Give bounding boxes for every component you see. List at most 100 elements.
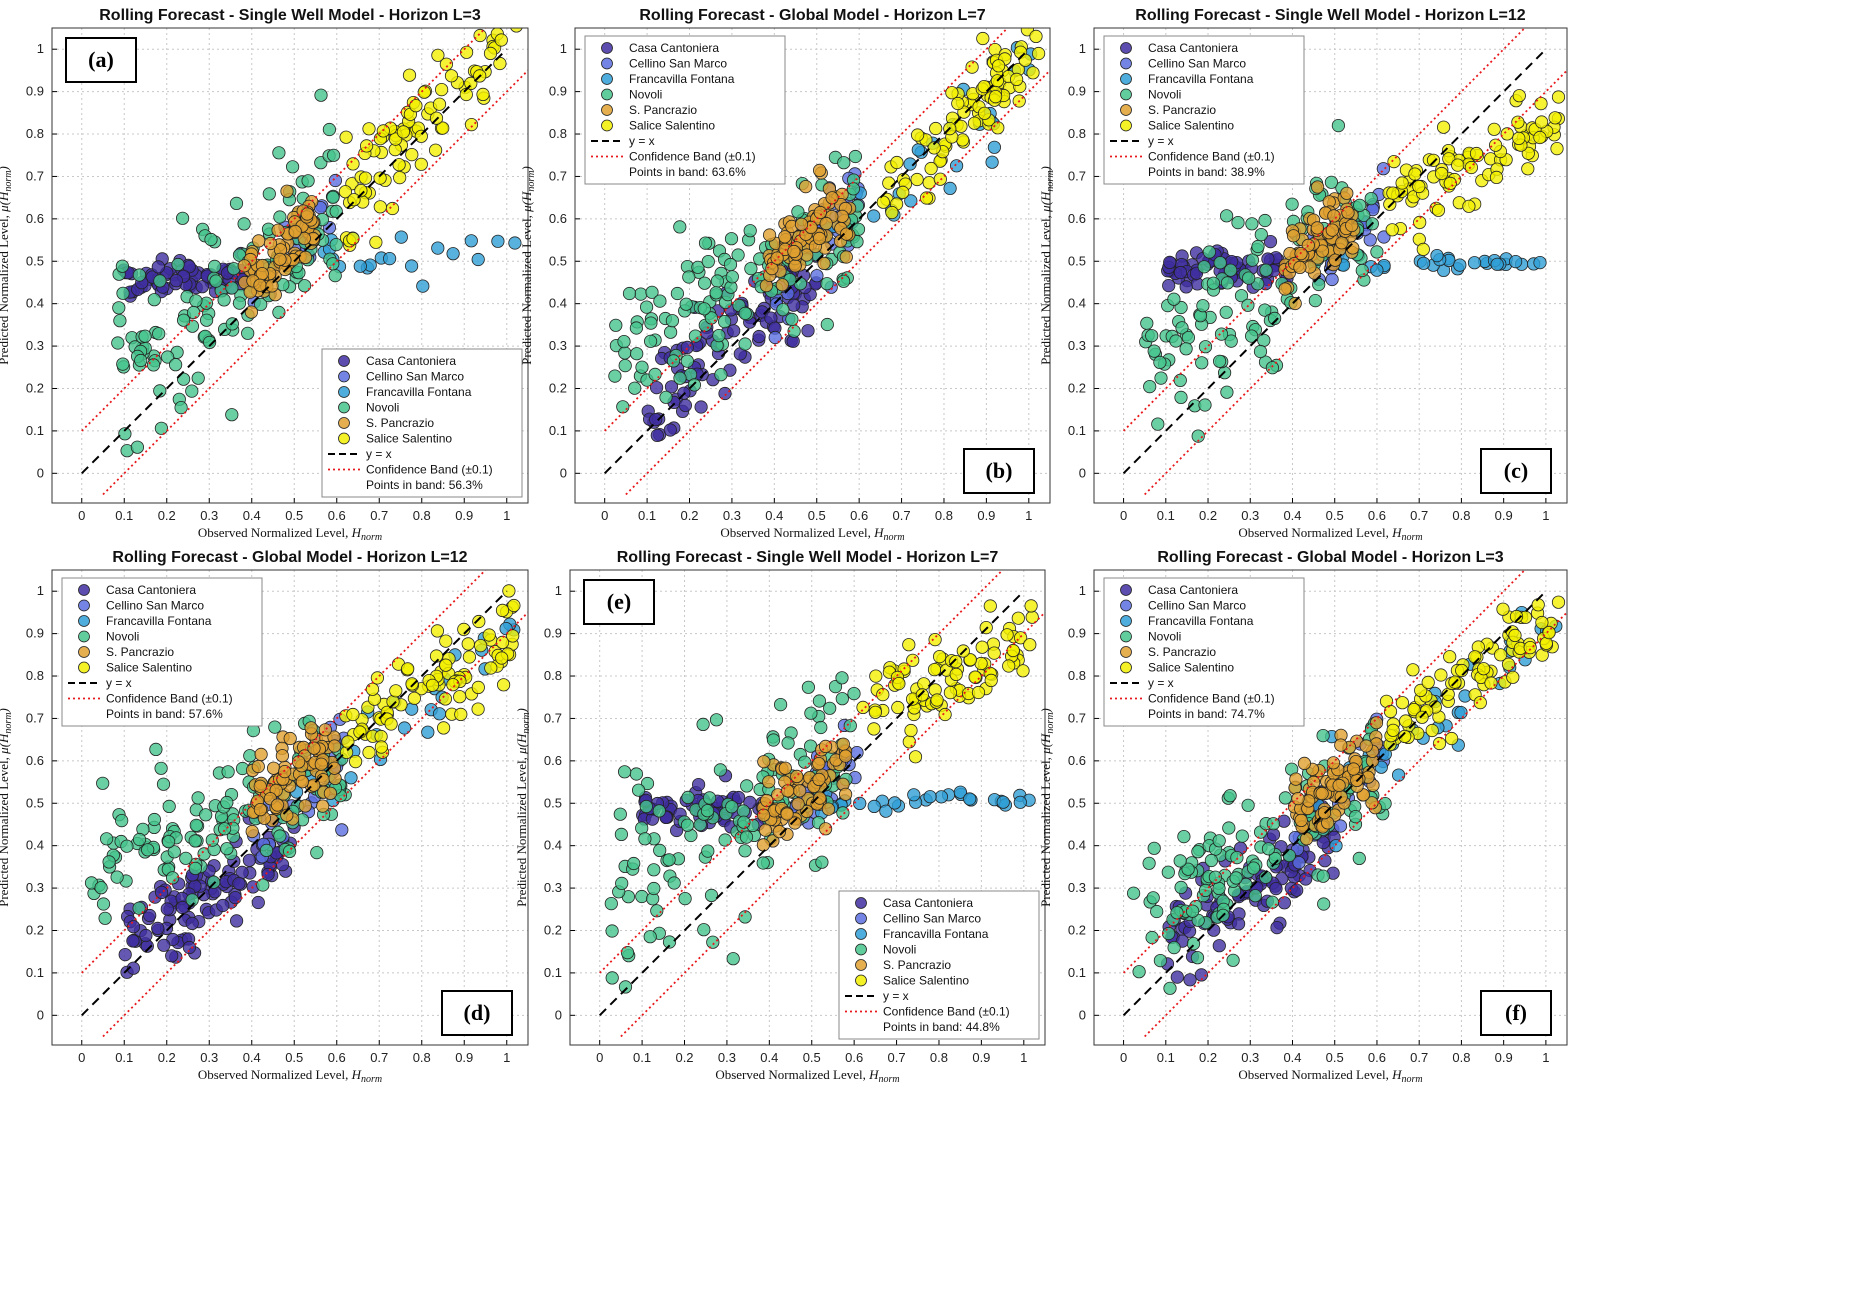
point-salice-salentino (904, 723, 918, 738)
y-tick-label: 1 (1079, 41, 1086, 56)
point-casa-cantoniera (801, 324, 815, 338)
point-salice-salentino (1421, 675, 1435, 690)
point-novoli (1147, 344, 1161, 358)
point-francavilla-fontana (888, 796, 902, 810)
point-salice-salentino (876, 687, 890, 702)
point-novoli (704, 888, 719, 903)
point-s-pancrazio (818, 822, 833, 836)
point-s-pancrazio (800, 804, 814, 819)
point-salice-salentino (1469, 146, 1484, 161)
point-novoli (648, 367, 662, 381)
legend-marker (78, 646, 90, 658)
point-novoli (1352, 851, 1366, 866)
point-salice-salentino (476, 87, 490, 102)
point-casa-cantoniera (752, 329, 766, 344)
point-novoli (273, 829, 287, 843)
legend: Casa Cantoniera Cellino San MarcoFrancavi… (321, 348, 523, 498)
x-tick-label: 0 (1120, 1050, 1127, 1065)
scatter-points (608, 28, 1046, 442)
point-novoli (328, 268, 342, 283)
point-s-pancrazio (304, 721, 318, 735)
point-novoli (1258, 213, 1272, 228)
point-salice-salentino (1462, 199, 1476, 213)
y-tick-label: 0.5 (26, 795, 44, 810)
point-salice-salentino (882, 176, 896, 190)
point-salice-salentino (354, 184, 368, 198)
legend-marker (78, 630, 90, 643)
y-tick-label: 0.6 (1068, 753, 1086, 768)
point-novoli (1145, 329, 1159, 343)
point-salice-salentino (892, 676, 906, 691)
x-tick-label: 0.6 (1368, 1050, 1386, 1065)
point-s-pancrazio (251, 759, 265, 774)
legend-entry: Casa Cantoniera (106, 583, 196, 597)
point-novoli (1220, 385, 1234, 399)
point-francavilla-fontana (404, 259, 419, 273)
x-tick-label: 0.9 (455, 1050, 473, 1065)
point-francavilla-fontana (1329, 839, 1343, 853)
legend-entry: Novoli (883, 943, 916, 957)
point-novoli (282, 844, 297, 859)
point-salice-salentino (341, 735, 355, 749)
scatter-points (1127, 595, 1566, 995)
y-axis-label: Predicted Normalized Level, μ(Hnorm) (1038, 708, 1056, 907)
axes-frame (1093, 569, 1568, 1046)
point-salice-salentino (453, 690, 467, 704)
chart-title: Rolling Forecast - Single Well Model - H… (617, 549, 999, 566)
point-novoli (118, 427, 132, 441)
y-tick-label: 0.9 (1068, 626, 1086, 641)
point-s-pancrazio (280, 184, 294, 198)
x-tick-label: 0 (78, 508, 85, 523)
point-francavilla-fontana (1467, 256, 1482, 270)
point-casa-cantoniera (155, 885, 169, 900)
point-novoli (738, 306, 752, 320)
point-novoli (205, 833, 219, 847)
legend-entry: Francavilla Fontana (1148, 614, 1254, 628)
legend-entry: S. Pancrazio (883, 958, 951, 972)
point-s-pancrazio (1346, 762, 1361, 776)
point-novoli (1220, 209, 1234, 223)
point-novoli (737, 815, 751, 829)
point-novoli (179, 851, 193, 865)
point-s-pancrazio (1335, 236, 1349, 250)
point-francavilla-fontana (432, 707, 447, 721)
x-tick-label: 0.2 (680, 508, 698, 523)
legend-marker (1120, 661, 1132, 674)
point-novoli (847, 686, 861, 701)
point-cellino-san-marco (335, 823, 349, 837)
point-novoli (618, 346, 632, 360)
point-s-pancrazio (1334, 738, 1348, 752)
point-s-pancrazio (280, 808, 294, 822)
point-casa-cantoniera (1194, 968, 1209, 982)
chart-title: Rolling Forecast - Global Model - Horizo… (112, 549, 467, 566)
point-novoli (1186, 904, 1200, 918)
panel-label: (f) (1480, 990, 1552, 1036)
point-novoli (635, 360, 649, 374)
legend-entry: Salice Salentino (106, 661, 192, 675)
point-casa-cantoniera (160, 902, 174, 916)
axes-frame (51, 27, 529, 504)
point-novoli (1197, 260, 1211, 274)
x-tick-label: 0.6 (850, 508, 868, 523)
point-novoli (605, 971, 619, 985)
x-tick-label: 0.8 (930, 1050, 948, 1065)
x-tick-label: 0.5 (1326, 508, 1344, 523)
point-casa-cantoniera (230, 914, 244, 928)
point-novoli (111, 336, 125, 350)
point-francavilla-fontana (1013, 795, 1027, 809)
point-novoli (1173, 854, 1187, 868)
points-in-band: Points in band: 57.6% (106, 707, 223, 721)
point-salice-salentino (1406, 663, 1420, 677)
point-novoli (700, 804, 715, 818)
legend-entry: y = x (366, 447, 392, 461)
point-novoli (812, 694, 827, 708)
x-tick-label: 0 (78, 1050, 85, 1065)
point-salice-salentino (428, 143, 443, 157)
point-novoli (1191, 845, 1205, 859)
point-novoli (803, 739, 818, 753)
point-salice-salentino (389, 684, 403, 698)
point-salice-salentino (483, 46, 498, 61)
point-salice-salentino (359, 139, 374, 153)
x-tick-label: 0.4 (1283, 508, 1301, 523)
